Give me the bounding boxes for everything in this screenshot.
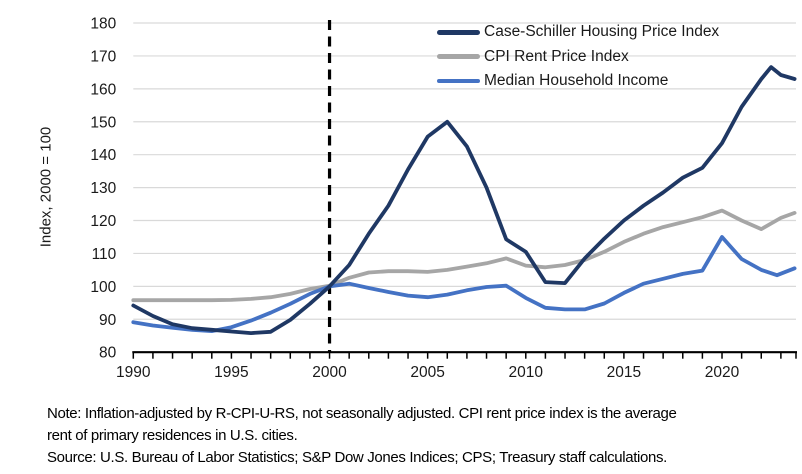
case-schiller-line [131, 65, 797, 336]
svg-text:2010: 2010 [509, 364, 544, 381]
svg-text:140: 140 [90, 147, 116, 164]
legend-item-cpi-rent: CPI Rent Price Index [437, 44, 719, 68]
svg-text:90: 90 [99, 312, 117, 329]
svg-text:150: 150 [90, 114, 116, 131]
note-line: Note: Inflation-adjusted by R-CPI-U-RS, … [47, 405, 677, 422]
legend-label: Median Household Income [484, 71, 669, 89]
x-axis-ticks [132, 352, 797, 359]
svg-text:100: 100 [90, 279, 116, 296]
y-tick-labels: 80 90 100 110 120 130 140 150 160 170 180 [90, 16, 116, 362]
svg-text:1995: 1995 [214, 364, 248, 381]
case-schiller-line-swatch [437, 29, 480, 35]
cpi-rent-line-swatch [437, 54, 480, 59]
svg-text:160: 160 [90, 81, 116, 98]
svg-text:1990: 1990 [116, 364, 151, 381]
legend-label: CPI Rent Price Index [484, 47, 629, 65]
median-income-line-swatch [437, 78, 480, 84]
svg-text:130: 130 [90, 180, 116, 197]
svg-text:2005: 2005 [410, 364, 444, 381]
legend-label: Case-Schiller Housing Price Index [484, 23, 720, 41]
svg-text:170: 170 [90, 48, 116, 65]
note-line: rent of primary residences in U.S. citie… [47, 427, 298, 444]
legend-item-median-income: Median Household Income [437, 69, 719, 93]
svg-text:2020: 2020 [705, 364, 740, 381]
svg-text:110: 110 [92, 246, 117, 263]
cpi-rent-line [131, 208, 797, 303]
source-line: Source: U.S. Bureau of Labor Statistics;… [47, 449, 667, 466]
legend-item-case-schiller: Case-Schiller Housing Price Index [437, 20, 719, 44]
y-axis-title: Index, 2000 = 100 [37, 126, 55, 248]
chart-footnotes: Note: Inflation-adjusted by R-CPI-U-RS, … [47, 403, 787, 469]
x-tick-labels: 1990 1995 2000 2005 2010 2015 2020 [116, 364, 740, 381]
svg-text:120: 120 [90, 213, 116, 230]
chart-legend: Case-Schiller Housing Price Index CPI Re… [437, 20, 719, 93]
svg-text:80: 80 [99, 345, 117, 362]
svg-text:2015: 2015 [607, 364, 641, 381]
svg-text:2000: 2000 [312, 364, 347, 381]
median-income-line [131, 235, 797, 334]
svg-text:180: 180 [90, 16, 116, 33]
line-chart-plot: 80 90 100 110 120 130 140 150 160 170 180 1990 1995 2… [90, 16, 797, 381]
